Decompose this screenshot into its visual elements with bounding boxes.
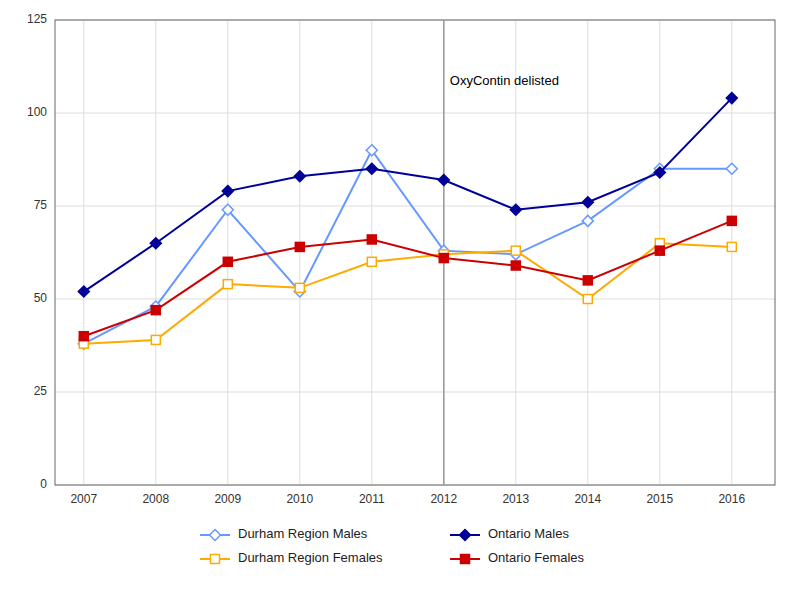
grid-line [731,20,732,485]
marker [726,163,737,174]
marker [727,216,736,225]
axes: 0 25 50 75 100 125 2007 2008 2009 2010 2011 2012 201… [27,12,775,506]
legend-label: Ontario Males [488,526,569,541]
marker [655,246,664,255]
tick-label: 100 [27,105,47,119]
marker [511,261,520,270]
grid-line [55,113,775,114]
marker [222,186,233,197]
legend-label: Ontario Females [488,550,585,565]
marker [727,242,736,251]
legend-marker [210,530,221,541]
legend: Durham Region Males Ontario Males Durham R… [200,526,585,565]
tick-label: 0 [40,477,47,491]
grid-line [371,20,372,485]
tick-label: 2013 [502,492,529,506]
grid-line [299,20,300,485]
marker [223,280,232,289]
marker [583,295,592,304]
marker [654,167,665,178]
tick-label: 2011 [359,492,385,506]
legend-item: Ontario Females [450,550,585,565]
marker [150,238,161,249]
tick-label: 25 [34,384,48,398]
marker [510,204,521,215]
marker [151,335,160,344]
tick-label: 125 [27,12,47,26]
legend-label: Durham Region Males [238,526,368,541]
tick-label: 75 [34,198,48,212]
marker [726,93,737,104]
legend-marker [460,530,471,541]
legend-item: Ontario Males [450,526,569,541]
marker [366,163,377,174]
legend-item: Durham Region Males [200,526,368,541]
marker [366,145,377,156]
marker [151,306,160,315]
legend-marker [461,555,470,564]
tick-label: 2012 [430,492,457,506]
marker [295,242,304,251]
tick-label: 2007 [70,492,97,506]
tick-label: 50 [34,291,48,305]
marker [78,286,89,297]
series [79,216,736,340]
grid-line [55,392,775,393]
marker [582,197,593,208]
tick-label: 2014 [574,492,601,506]
tick-label: 2008 [142,492,169,506]
annotation: OxyContin delisted [450,73,559,88]
tick-label: 2009 [214,492,241,506]
legend-item: Durham Region Females [200,550,383,565]
marker [438,174,449,185]
marker [294,171,305,182]
line [84,221,732,336]
marker [295,283,304,292]
grid-line [587,20,588,485]
legend-label: Durham Region Females [238,550,383,565]
grid [55,20,775,485]
line [84,150,732,343]
marker [79,332,88,341]
marker [511,246,520,255]
grid-line [155,20,156,485]
marker [583,276,592,285]
series [78,93,737,297]
grid-line [55,299,775,300]
marker [367,235,376,244]
marker [223,257,232,266]
grid-line [83,20,84,485]
marker [582,215,593,226]
series [79,239,736,348]
legend-marker [211,555,220,564]
tick-label: 2016 [718,492,745,506]
marker [367,257,376,266]
chart: 0 25 50 75 100 125 2007 2008 2009 2010 2011 2012 201… [0,0,800,600]
marker [439,254,448,263]
series-group [78,93,737,350]
tick-label: 2010 [286,492,313,506]
grid-line [55,206,775,207]
marker [222,204,233,215]
tick-label: 2015 [646,492,673,506]
grid-line [227,20,228,485]
plot-frame [55,20,775,485]
